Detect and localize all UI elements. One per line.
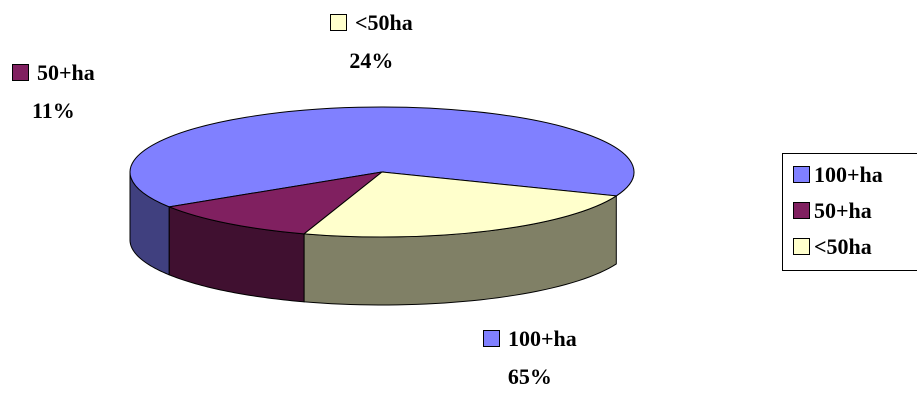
pie-slice-50-plusha (167, 171, 384, 235)
pie-slice-100-plusha (129, 106, 635, 208)
data-label-50ha-plus-value: 11% (31, 98, 75, 123)
swatch-under-50ha (330, 14, 347, 31)
pie-slice-under-50ha (302, 171, 618, 238)
legend-label-under-50ha: <50ha (814, 234, 872, 259)
swatch-50ha-plus (12, 64, 29, 81)
legend-swatch-100ha-plus (793, 166, 810, 183)
legend-swatch-under-50ha (793, 238, 810, 255)
data-label-50ha-plus: 50+ha 11% (12, 60, 95, 124)
legend: 100+ha 50+ha <50ha (782, 153, 917, 271)
legend-item-under-50ha: <50ha (793, 234, 872, 260)
data-label-under-50ha-value: 24% (349, 48, 394, 73)
legend-label-100ha-plus: 100+ha (814, 162, 883, 187)
data-label-100ha-plus: 100+ha 65% (483, 326, 577, 390)
legend-item-100ha-plus: 100+ha (793, 162, 883, 188)
legend-label-50ha-plus: 50+ha (814, 198, 872, 223)
data-label-50ha-plus-name: 50+ha (37, 60, 95, 85)
legend-item-50ha-plus: 50+ha (793, 198, 872, 224)
legend-swatch-50ha-plus (793, 202, 810, 219)
data-label-100ha-plus-name: 100+ha (508, 326, 577, 351)
data-label-100ha-plus-value: 65% (507, 364, 552, 389)
data-label-under-50ha-name: <50ha (355, 10, 413, 35)
swatch-100ha-plus (483, 330, 500, 347)
data-label-under-50ha: <50ha 24% (330, 10, 413, 74)
